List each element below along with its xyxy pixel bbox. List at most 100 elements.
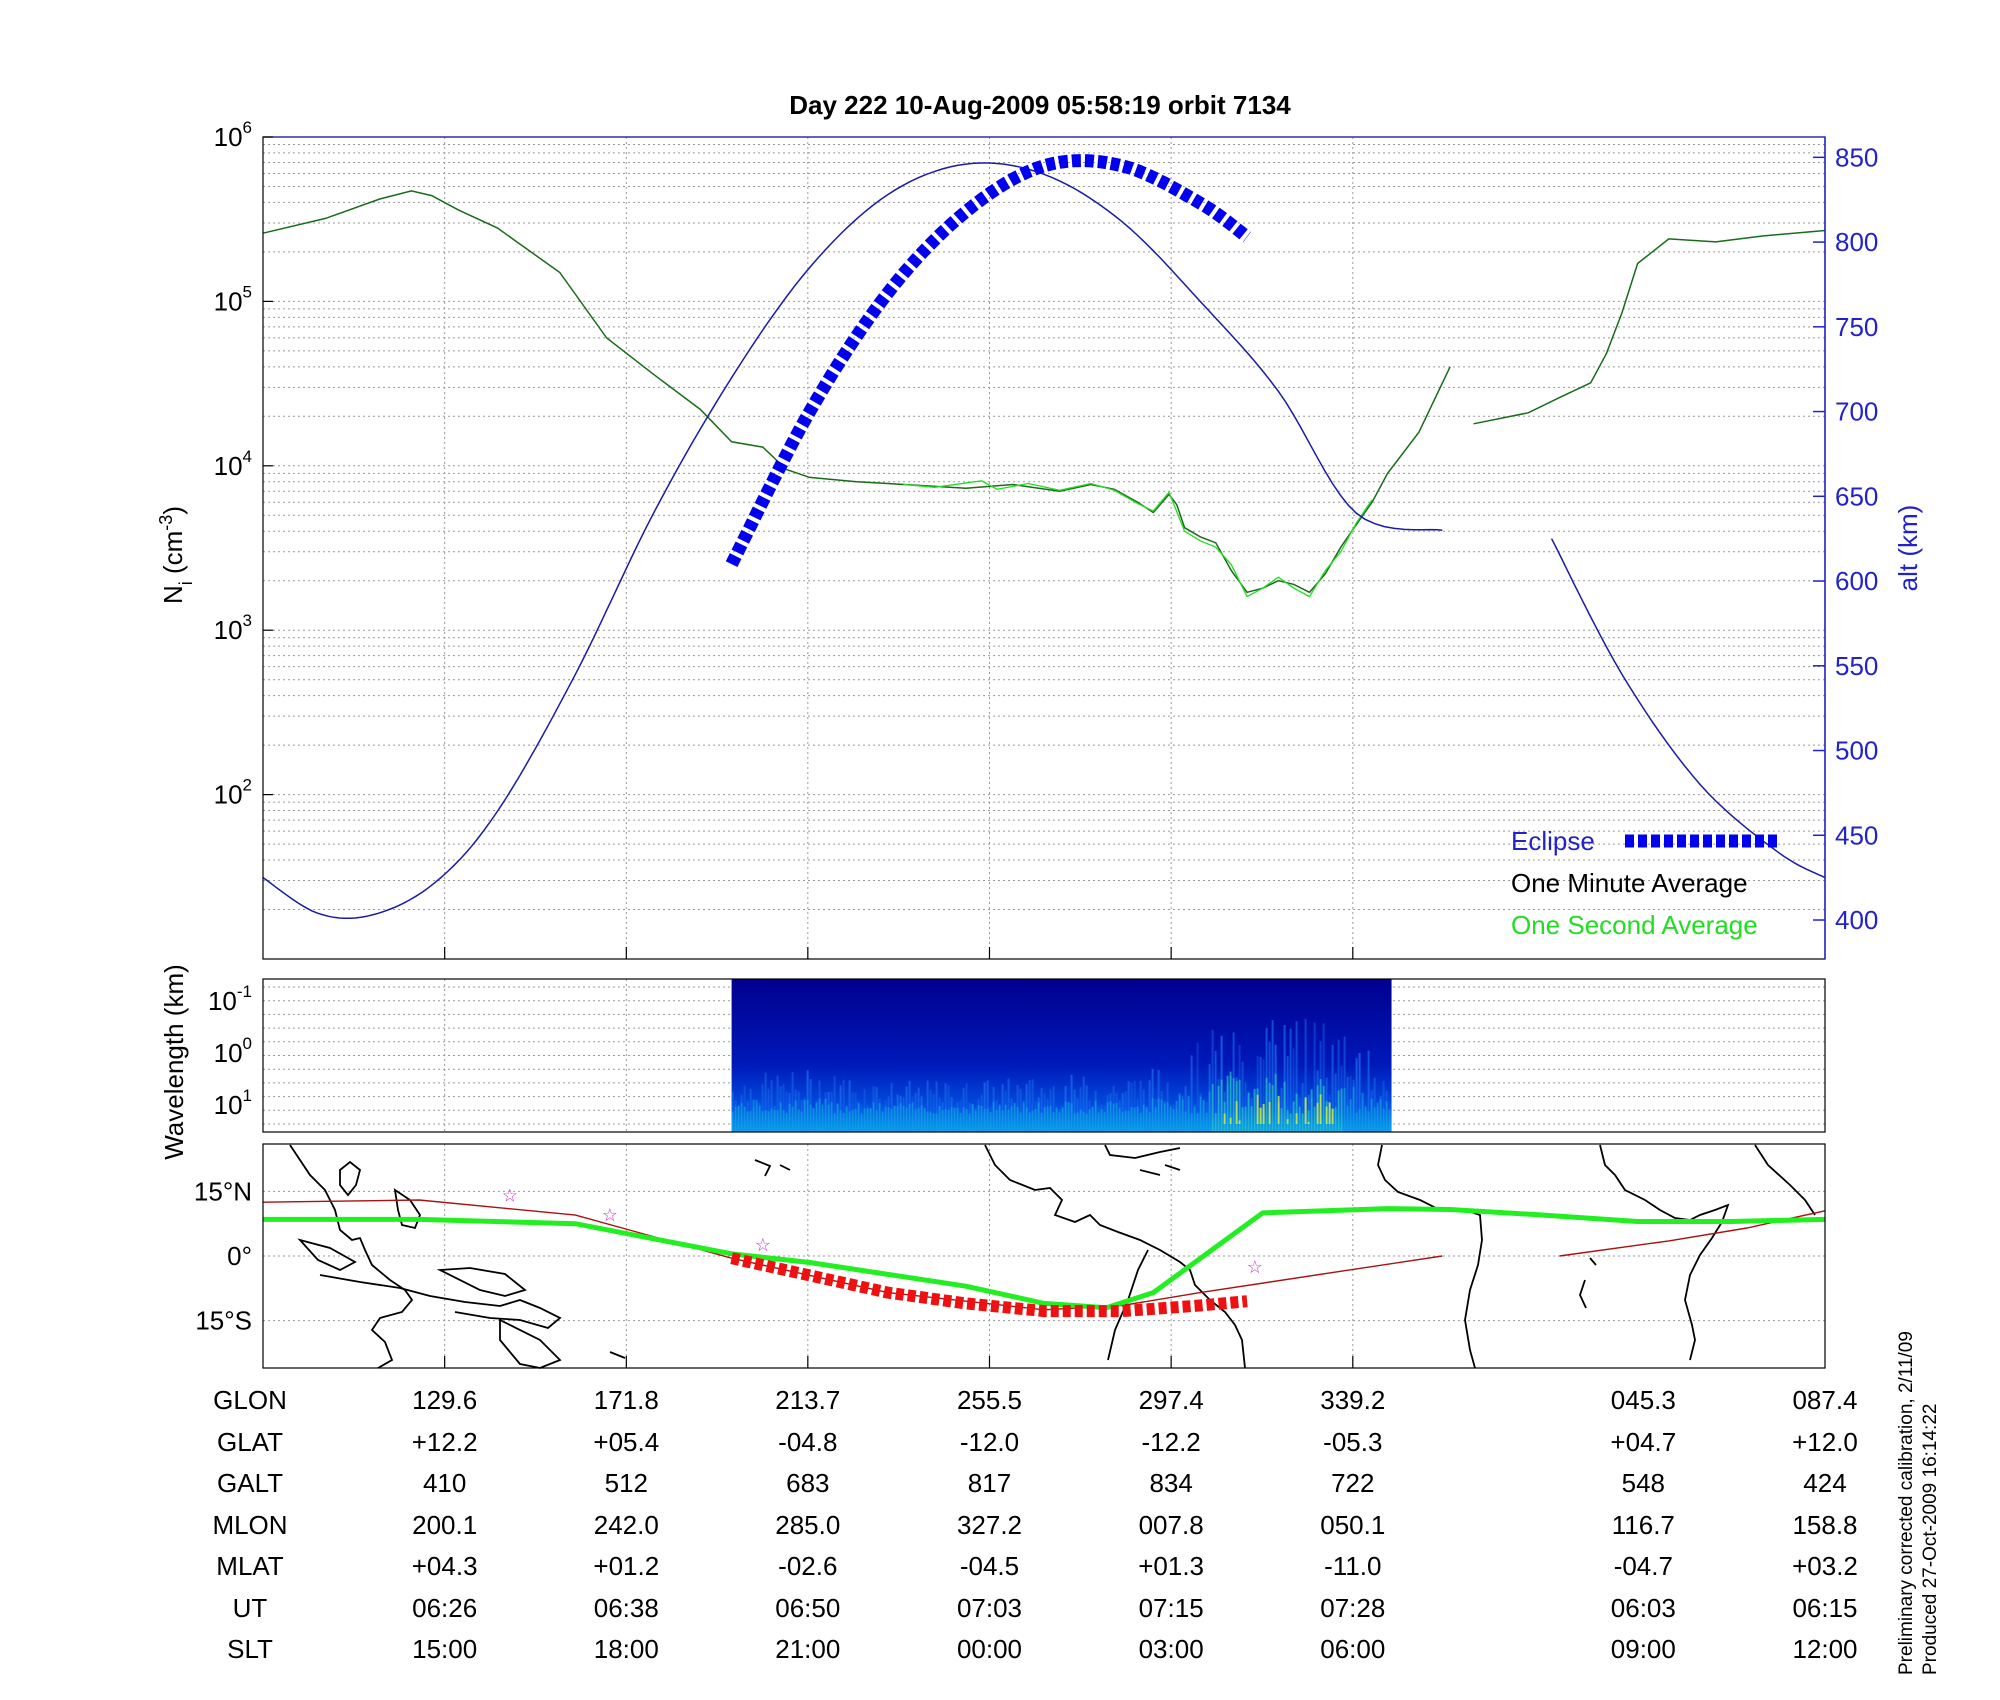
spectrogram-streak-low — [1364, 1106, 1367, 1132]
spectrogram-tick-base: 10 — [214, 1038, 243, 1068]
spectrogram-streak-low — [941, 1110, 944, 1132]
spectrogram-streak-low — [1178, 1093, 1181, 1132]
spectrogram-streak-low — [1091, 1106, 1094, 1132]
spectrogram-streak-low — [917, 1107, 920, 1132]
spectrogram-hotspot — [1325, 1106, 1328, 1124]
spectrogram-streak-low — [914, 1109, 917, 1132]
spectrogram-streak — [983, 1082, 986, 1132]
spectrogram-streak-low — [1001, 1110, 1004, 1132]
pass-cell: 007.8 — [1138, 1509, 1204, 1540]
left-tick-base: 10 — [214, 780, 243, 810]
spectrogram-streak — [848, 1080, 851, 1132]
left-tick-base: 10 — [214, 286, 243, 316]
eclipse-ground-track — [730, 1252, 1248, 1318]
spectrogram-streak — [1355, 1058, 1358, 1132]
spectrogram-streak-low — [887, 1107, 890, 1132]
right-tick-label: 800 — [1835, 227, 1878, 257]
pass-cell: 200.1 — [412, 1509, 478, 1540]
spectrogram-streak — [1271, 1020, 1274, 1132]
right-tick-label: 700 — [1835, 397, 1878, 427]
coast-philippines — [393, 1188, 422, 1230]
left-tick-label: 106 — [214, 118, 252, 152]
spectrogram-streak — [935, 1081, 938, 1132]
spectrogram-streak-low — [1211, 1084, 1214, 1132]
spectrogram-streak-low — [818, 1098, 821, 1132]
spectrogram-streak-low — [989, 1112, 992, 1132]
spectrogram-streak-low — [1367, 1111, 1370, 1132]
spectrogram-streak — [1007, 1078, 1010, 1132]
legend: Eclipse One Minute Average One Second Av… — [1511, 826, 1777, 940]
pass-cell: 21:00 — [775, 1634, 841, 1664]
pass-cell: -12.2 — [1141, 1426, 1201, 1457]
pass-cell: +03.2 — [1792, 1551, 1858, 1581]
spectrogram-streak-low — [1097, 1112, 1100, 1132]
spectrogram-streak — [1127, 1081, 1130, 1132]
spectrogram-streak-low — [740, 1102, 743, 1132]
spectrogram-streak-low — [1217, 1085, 1220, 1132]
spectrogram-hotspot — [1304, 1097, 1307, 1124]
spectrogram-streak-low — [758, 1105, 761, 1132]
pass-row-label: MLON — [212, 1509, 288, 1540]
spectrogram-streak-low — [827, 1104, 830, 1132]
spectrogram-streak-low — [1382, 1108, 1385, 1132]
spectrogram-streak-low — [1232, 1078, 1235, 1132]
coast-new-guinea — [436, 1267, 527, 1297]
spectrogram-streak — [1346, 1076, 1349, 1132]
spectrogram-streak-low — [947, 1109, 950, 1132]
spectrogram-streak-low — [851, 1109, 854, 1132]
coast-indonesia — [319, 1274, 562, 1329]
spectrogram-streak-low — [1067, 1102, 1070, 1132]
spectrogram-streak-low — [1064, 1101, 1067, 1132]
pass-cell: 297.4 — [1138, 1385, 1204, 1415]
pass-cell: +12.2 — [411, 1426, 478, 1457]
pass-cell: 255.5 — [956, 1385, 1023, 1415]
right-axis-ticks: 400 450 500 550 600 650 700 750 800 850 — [1813, 142, 1878, 935]
spectrogram-streak-low — [944, 1109, 947, 1132]
spectrogram-streak — [986, 1080, 989, 1132]
spectrogram-streak-low — [1055, 1107, 1058, 1132]
spectrogram-streak-low — [929, 1111, 932, 1132]
left-axis-label: Ni (cm-3) — [156, 506, 196, 604]
pass-row-galt: GALT 410 512 683 817 834 722 548 424 — [195, 1468, 1895, 1508]
right-tick-label: 600 — [1835, 566, 1878, 596]
pass-cell: 050.1 — [1320, 1509, 1386, 1540]
spectrogram-streak-low — [1037, 1102, 1040, 1132]
spectrogram-streak-low — [1007, 1109, 1010, 1132]
pass-cell: 00:00 — [956, 1634, 1023, 1664]
spectrogram-streak-low — [956, 1107, 959, 1132]
spectrogram-streak-low — [746, 1111, 749, 1132]
spectrogram-streak-low — [926, 1111, 929, 1132]
spectrogram-streak-low — [1034, 1108, 1037, 1132]
spectrogram-streak-low — [860, 1113, 863, 1132]
left-tick-base: 10 — [214, 451, 243, 481]
spectrogram-streak-low — [1385, 1101, 1388, 1132]
spectrogram-hotspot — [1256, 1094, 1259, 1124]
pass-cell: +04.7 — [1610, 1426, 1677, 1457]
spectrogram-streak-low — [1118, 1107, 1121, 1132]
spectrogram-streak — [1382, 1080, 1385, 1132]
spectrogram-streak-low — [1142, 1104, 1145, 1132]
spectrogram-streak-low — [1202, 1099, 1205, 1132]
spectrogram-streak-low — [1130, 1107, 1133, 1132]
spectrogram-streak-low — [1019, 1112, 1022, 1132]
spectrogram-streak — [1337, 1039, 1340, 1132]
spectrogram-streak-low — [1193, 1106, 1196, 1132]
spectrogram-streak-low — [749, 1111, 752, 1132]
spectrogram-streak-low — [950, 1107, 953, 1132]
spectrogram-streak-low — [902, 1105, 905, 1132]
spectrogram-streak-low — [1343, 1087, 1346, 1132]
spectrogram-streak-low — [1244, 1106, 1247, 1132]
spectrogram-streak — [1073, 1089, 1076, 1132]
spectrogram-streak-low — [1133, 1107, 1136, 1132]
spectrogram-streak — [791, 1071, 794, 1132]
pass-cell: 512 — [604, 1468, 648, 1498]
spectrogram-streak-low — [1148, 1112, 1151, 1132]
map-lat-label: 15°S — [195, 1306, 252, 1336]
map-gridlines — [263, 1144, 1825, 1368]
spectrogram-streak-low — [1139, 1113, 1142, 1132]
spectrogram-streak-low — [1271, 1084, 1274, 1132]
series-alt — [262, 162, 1443, 920]
spectrogram-streak-low — [1040, 1112, 1043, 1132]
star-marker: ☆ — [502, 1186, 518, 1206]
spectrogram-streak — [833, 1076, 836, 1132]
